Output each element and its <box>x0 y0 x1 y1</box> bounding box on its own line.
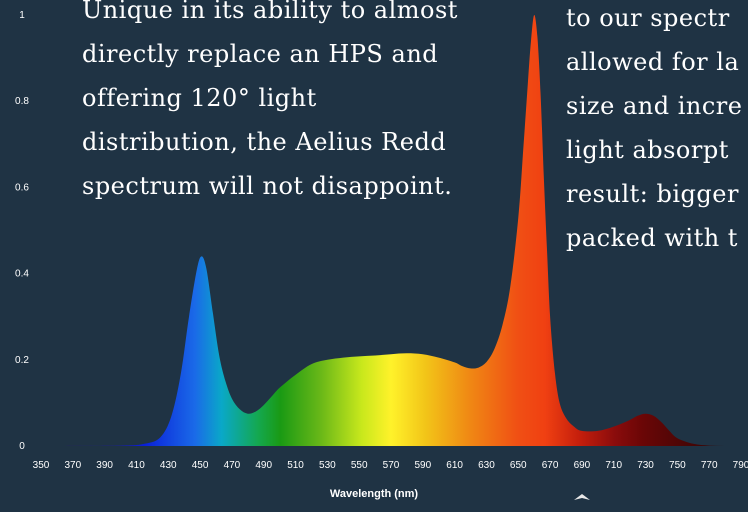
x-tick-label: 410 <box>128 460 145 471</box>
x-tick-label: 550 <box>351 460 368 471</box>
x-tick-label: 610 <box>446 460 463 471</box>
x-tick-label: 510 <box>287 460 304 471</box>
x-tick-label: 790 <box>733 460 748 471</box>
right-text-line: to our spectr <box>566 4 730 32</box>
x-tick-label: 350 <box>33 460 50 471</box>
left-text-line: directly replace an HPS and <box>82 40 439 68</box>
x-tick-label: 570 <box>383 460 400 471</box>
y-tick-label: 0.2 <box>15 355 29 366</box>
y-tick-label: 0.4 <box>15 269 29 280</box>
right-text-line: size and incre <box>566 92 743 120</box>
x-tick-label: 750 <box>669 460 686 471</box>
right-text-line: result: bigger <box>566 180 739 208</box>
x-tick-label: 770 <box>701 460 718 471</box>
y-tick-label: 1 <box>19 10 25 21</box>
x-tick-label: 650 <box>510 460 527 471</box>
left-text-line: Unique in its ability to almost <box>82 0 458 24</box>
logo-icon <box>574 494 590 500</box>
x-tick-label: 450 <box>192 460 209 471</box>
right-text-line: allowed for la <box>566 48 740 76</box>
x-tick-label: 710 <box>605 460 622 471</box>
spectrum-area <box>41 14 741 446</box>
left-description-text: Unique in its ability to almost directly… <box>82 0 502 208</box>
y-tick-label: 0.6 <box>15 182 29 193</box>
y-tick-label: 0 <box>19 441 25 452</box>
right-text-line: packed with t <box>566 224 738 252</box>
right-description-text: to our spectr allowed for la size and in… <box>566 0 748 260</box>
x-tick-label: 670 <box>542 460 559 471</box>
x-axis-tick-labels: 350 370 390 410 430 450 470 490 510 530 550 570 590 6… <box>33 460 748 471</box>
x-tick-label: 690 <box>574 460 591 471</box>
x-tick-label: 590 <box>414 460 431 471</box>
x-tick-label: 630 <box>478 460 495 471</box>
x-tick-label: 490 <box>255 460 272 471</box>
x-tick-label: 470 <box>224 460 241 471</box>
x-tick-label: 430 <box>160 460 177 471</box>
x-tick-label: 370 <box>64 460 81 471</box>
x-tick-label: 730 <box>637 460 654 471</box>
left-text-line: distribution, the Aelius Redd <box>82 128 447 156</box>
spectrum-chart: 0 0.2 0.4 0.6 0.8 1 350 370 390 410 430 450 470 490 5… <box>15 10 748 471</box>
left-text-line: offering 120° light <box>82 84 317 112</box>
y-axis-tick-labels: 0 0.2 0.4 0.6 0.8 1 <box>15 10 29 452</box>
x-tick-label: 390 <box>96 460 113 471</box>
x-tick-label: 530 <box>319 460 336 471</box>
x-axis-label: Wavelength (nm) <box>329 488 419 500</box>
right-text-line: light absorpt <box>566 136 729 164</box>
y-tick-label: 0.8 <box>15 96 29 107</box>
left-text-line: spectrum will not disappoint. <box>82 172 453 200</box>
